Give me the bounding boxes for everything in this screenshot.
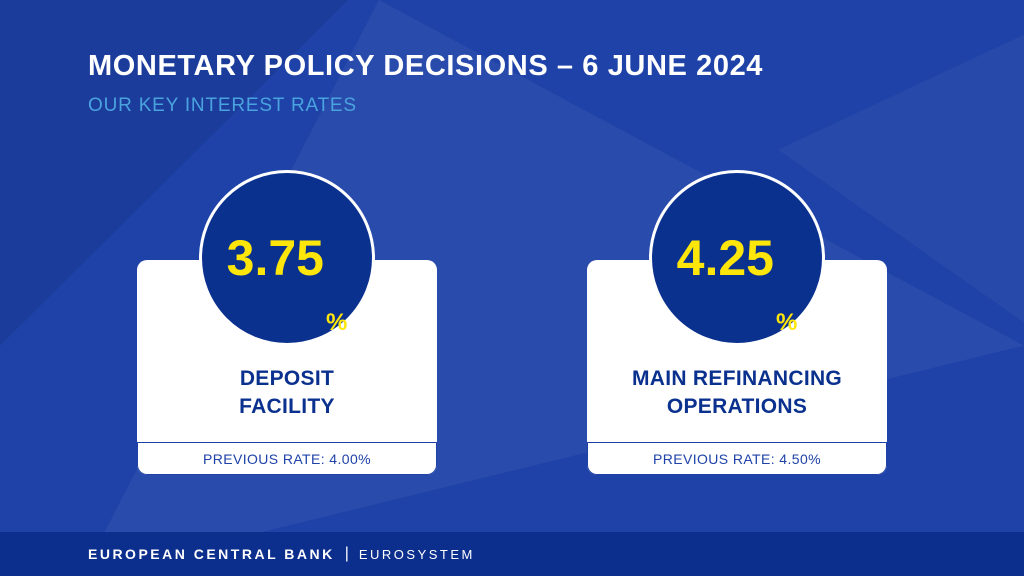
card-label-line2: FACILITY — [239, 395, 335, 418]
page-title: MONETARY POLICY DECISIONS – 6 JUNE 2024 — [88, 50, 764, 82]
rate-card-main-refinancing-operations: 4.25 % MAIN REFINANCING OPERATIONS PREVI… — [587, 170, 887, 475]
footer-separator: | — [344, 545, 349, 562]
card-label-line2: OPERATIONS — [666, 395, 808, 418]
card-label: DEPOSIT FACILITY — [137, 365, 437, 421]
card-label-line1: MAIN REFINANCING — [631, 367, 843, 390]
rate-circle: 3.75 % — [199, 170, 375, 346]
card-label-line1: DEPOSIT — [239, 367, 335, 390]
footer-system: EUROSYSTEM — [358, 546, 475, 562]
rate-value: 3.75 — [226, 230, 324, 286]
card-label: MAIN REFINANCING OPERATIONS — [587, 365, 887, 421]
rate-unit: % — [775, 309, 798, 336]
header: MONETARY POLICY DECISIONS – 6 JUNE 2024 … — [88, 50, 763, 117]
rate-unit: % — [325, 309, 348, 336]
footer-bar: EUROPEAN CENTRAL BANK | EUROSYSTEM — [0, 532, 1024, 576]
previous-rate-strip: PREVIOUS RATE: 4.00% — [137, 442, 437, 475]
rate-card-deposit-facility: 3.75 % DEPOSIT FACILITY PREVIOUS RATE: 4… — [137, 170, 437, 475]
rate-circle: 4.25 % — [649, 170, 825, 346]
footer-organization: EUROPEAN CENTRAL BANK — [88, 546, 335, 562]
page-subtitle: OUR KEY INTEREST RATES — [88, 95, 357, 116]
rate-value: 4.25 — [676, 230, 774, 286]
previous-rate-strip: PREVIOUS RATE: 4.50% — [587, 442, 887, 475]
